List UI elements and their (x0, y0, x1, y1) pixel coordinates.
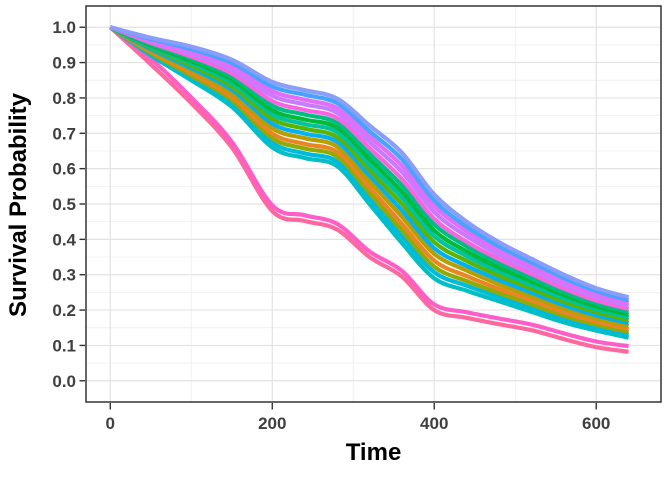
survival-curve-16-pink (108, 25, 629, 349)
y-tick-label: 0.0 (52, 372, 76, 391)
survival-curve-13-olive (109, 25, 630, 335)
survival-curve-11-gold (109, 25, 630, 329)
y-tick-label: 0.4 (52, 230, 76, 249)
survival-curve-02-blue (109, 25, 630, 303)
survival-curve-03-orchid (109, 25, 630, 306)
survival-curve-09-yellowgreen (109, 25, 630, 323)
survival-curve-05-magenta (109, 25, 630, 312)
survival-curve-15-tealcyan (109, 25, 630, 340)
x-tick-label: 400 (420, 414, 448, 433)
y-tick-label: 0.3 (52, 266, 76, 285)
y-tick-label: 0.6 (52, 160, 76, 179)
y-tick-label: 0.1 (52, 336, 76, 355)
survival-curve-08-teal (109, 25, 630, 320)
y-axis-title: Survival Probability (5, 92, 32, 318)
x-tick-label: 600 (582, 414, 610, 433)
y-tick-label: 0.9 (52, 54, 76, 73)
panel-border (85, 5, 662, 403)
survival-curve-14-cyan (109, 25, 630, 337)
survival-curve-17-hotpink (108, 25, 629, 354)
y-tick-label: 0.2 (52, 301, 76, 320)
x-axis-title: Time (345, 439, 402, 466)
survival-curve-01-periwinkle (109, 25, 630, 300)
y-tick-label: 0.5 (52, 195, 76, 214)
y-tick-label: 0.8 (52, 89, 76, 108)
survival-curve-04-violet (109, 25, 630, 308)
x-tick-label: 200 (258, 414, 286, 433)
survival-curve-10-azure (109, 25, 630, 326)
y-tick-label: 1.0 (52, 18, 76, 37)
survival-curve-06-emerald (109, 25, 630, 314)
survival-curve-07-green (109, 25, 630, 317)
survival-curve-12-orange (109, 25, 630, 332)
y-tick-label: 0.7 (52, 124, 76, 143)
x-tick-label: 0 (106, 414, 115, 433)
